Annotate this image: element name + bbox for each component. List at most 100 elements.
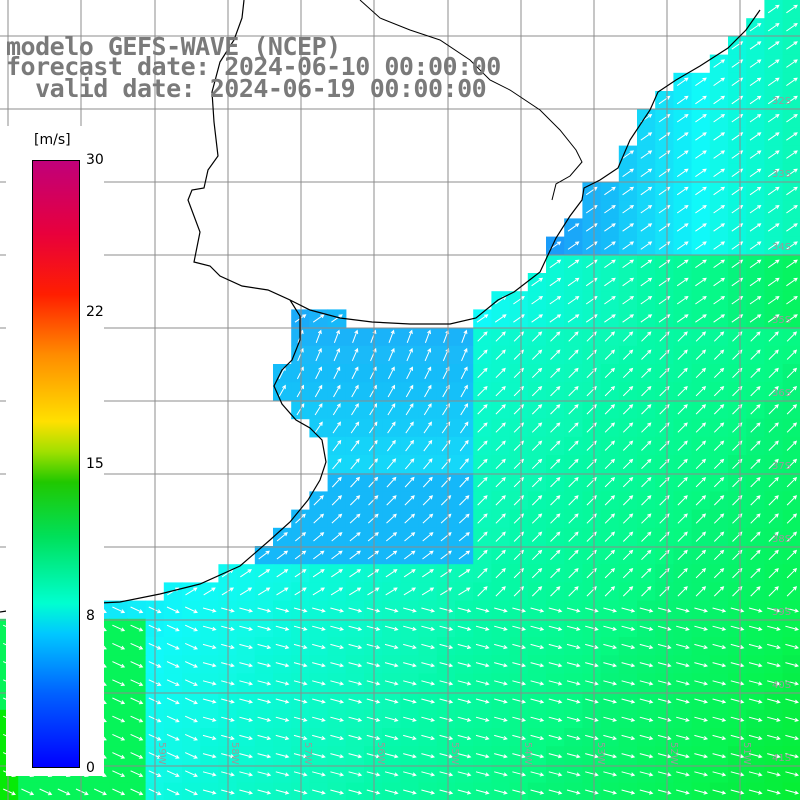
wind-arrow [457, 643, 472, 650]
wind-arrow [677, 476, 688, 488]
wind-arrow [786, 168, 798, 178]
wind-arrow [750, 331, 761, 342]
wind-arrow [421, 789, 436, 795]
wind-arrow [622, 513, 634, 524]
wind-arrow [640, 296, 653, 305]
wind-arrow [384, 680, 399, 686]
wind-arrow [315, 347, 322, 362]
wind-arrow [403, 662, 417, 668]
wind-arrow [494, 314, 507, 323]
wind-arrow [403, 625, 417, 631]
wind-arrow [676, 607, 690, 613]
wind-arrow [495, 367, 506, 379]
wind-arrow [604, 241, 616, 250]
wind-arrow [713, 223, 726, 232]
wind-arrow [785, 607, 800, 613]
wind-arrow [531, 385, 543, 397]
wind-arrow [641, 331, 652, 342]
wind-arrow [112, 752, 126, 759]
wind-arrow [495, 549, 506, 561]
wind-arrow [512, 771, 527, 777]
wind-arrow [494, 625, 508, 631]
wind-arrow [786, 41, 798, 50]
wind-arrow [422, 550, 434, 560]
longitude-label: 56W [375, 742, 386, 765]
wind-arrow [367, 550, 380, 560]
wind-arrow [748, 716, 763, 722]
wind-arrow [531, 349, 543, 360]
wind-arrow [585, 680, 599, 686]
wind-arrow [657, 753, 672, 759]
wind-arrow [750, 367, 761, 379]
wind-arrow [585, 789, 599, 795]
wind-arrow [350, 458, 360, 470]
wind-arrow [368, 421, 378, 434]
wind-arrow [239, 587, 253, 596]
wind-arrow [621, 625, 636, 631]
wind-arrow [549, 296, 562, 305]
wind-arrow [550, 349, 561, 360]
wind-arrow [548, 789, 563, 795]
wind-arrow [512, 625, 527, 631]
wind-arrow [333, 347, 341, 362]
wind-arrow [657, 625, 672, 631]
wind-arrow [475, 680, 490, 686]
wind-arrow [676, 168, 689, 178]
wind-arrow [275, 698, 290, 704]
wind-arrow [332, 403, 341, 416]
wind-arrow [786, 586, 798, 597]
wind-arrow [604, 458, 616, 470]
wind-arrow [275, 734, 290, 741]
wind-arrow [294, 587, 307, 596]
wind-arrow [786, 476, 798, 488]
wind-arrow [603, 771, 618, 777]
wind-arrow [604, 296, 616, 305]
wind-arrow [676, 241, 689, 250]
wind-arrow [730, 625, 745, 631]
wind-arrow [676, 698, 690, 704]
wind-arrow [439, 680, 454, 686]
wind-arrow [257, 789, 272, 795]
latitude-labels: 32S 33S 34S 35S 36S 37S 38S 39S 40S 41S [772, 96, 791, 764]
wind-arrow [712, 625, 727, 631]
longitude-label: 58W [229, 742, 240, 765]
wind-arrow [641, 404, 652, 415]
wind-arrow [424, 366, 432, 380]
wind-arrow [622, 349, 634, 360]
wind-arrow [550, 440, 561, 451]
wind-arrow [421, 587, 435, 596]
wind-arrow [550, 531, 561, 542]
wind-arrow [676, 643, 690, 650]
wind-arrow [750, 404, 761, 415]
wind-arrow [657, 789, 672, 795]
wind-arrow [604, 223, 616, 232]
wind-arrow [622, 186, 635, 196]
wind-arrow [622, 150, 635, 159]
wind-arrow [713, 314, 726, 323]
colorbar-panel: [m/s] 30 22 15 8 0 [6, 126, 104, 776]
wind-arrow [512, 734, 527, 741]
wind-arrow [494, 662, 508, 668]
wind-arrow [749, 205, 762, 214]
wind-arrow [768, 549, 779, 561]
wind-arrow [730, 607, 745, 613]
wind-arrow [749, 223, 762, 232]
wind-arrow [439, 734, 454, 741]
wind-arrow [477, 531, 488, 542]
wind-arrow [495, 404, 506, 415]
wind-arrow [458, 550, 471, 560]
wind-arrow [713, 150, 726, 159]
wind-arrow [695, 223, 707, 232]
wind-arrow [767, 259, 780, 269]
wind-arrow [549, 259, 562, 269]
wind-arrow [604, 277, 616, 287]
wind-arrow [786, 186, 798, 196]
wind-arrow [713, 132, 726, 141]
wind-arrow [713, 241, 726, 250]
wind-arrow [166, 679, 180, 686]
wind-arrow [312, 789, 326, 795]
wind-arrow [312, 734, 326, 741]
wind-arrow [314, 384, 323, 398]
wind-arrow [712, 771, 727, 777]
wind-arrow [641, 476, 652, 488]
